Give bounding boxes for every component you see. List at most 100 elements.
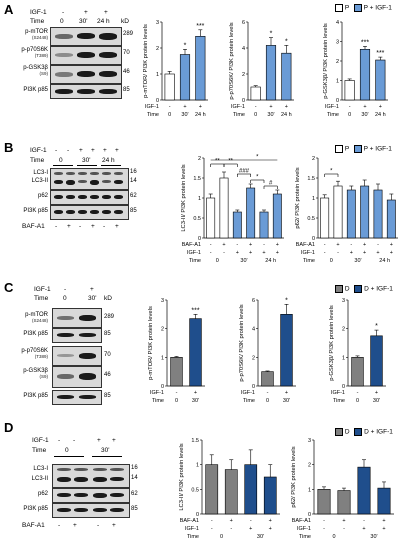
c1-xrow-label-0: IGF-1 [150,390,164,396]
d1-xrow-2-0: 0 [220,534,223,540]
d1-xrow-0-2: - [250,518,252,524]
a2-xrow-0-2: + [285,104,288,110]
d2-ytick-label-3: 3 [308,438,311,444]
b2-xrow-0-2: - [350,242,352,248]
d2-xrow-label-1: IGF-1 [297,526,311,532]
d2-ylabel: p62/ PI3K protein levels [291,446,297,507]
blot-c-label-0-text: p-mTOR [25,312,48,318]
blot-d-baf-label: BAF-A1 [22,522,45,529]
c3-xrow-0-1: + [375,390,378,396]
blot-d-strip-pi3k [52,503,130,518]
b2-xrow-0-0: - [324,242,326,248]
d2-xrow-2-1: 30' [370,534,377,540]
blot-a-label-0-sub: (S2448) [31,35,48,40]
chart-c3: 0 1 2 3 p-GSK3β/ PI3K protein levels * IGF-1 - +… [329,298,386,404]
blot-b-igf1-v0: - [55,147,58,154]
blot-c-strip-2 [52,346,102,366]
b1-ytick-label-2: 1 [198,196,201,202]
d1-xrow-1-3: + [269,526,272,532]
c1-xrow-0-1: + [194,390,197,396]
blot-a-strip-0 [50,27,122,46]
c2-xrow-label-1: Time [243,398,255,404]
legend-b: P P + IGF-1 [335,145,392,153]
blot-c-label-3-text: p-GSK3β [23,368,48,374]
chart-d2: 0 1 2 3 p62/ PI3K protein levels BAF-A1 - + - + IG… [291,438,394,540]
d2-bar-1 [337,490,351,515]
a3-xrow-0-0: - [349,104,351,110]
d1-ylabel: LC3-II/ PI3K protein levels [179,443,185,510]
b2-xrow-label-2: Time [303,258,315,264]
b1-bar-1 [219,177,229,239]
a3-xrow-1-1: 30' [361,112,368,118]
blot-b-baf-v2: - [79,223,82,230]
a1-xrow-0-1: + [183,104,186,110]
blot-d-time-v1: 30' [101,447,110,454]
legend-a: P P + IGF-1 [335,4,392,12]
blot-b-time-v0: 0 [59,157,63,164]
b1-bracket-sig-0: ** [215,159,220,165]
a3-bar-2 [375,59,386,101]
a3-sig-2: *** [376,50,384,57]
blot-b-kd-0: 16 [130,169,137,175]
blot-a-label-0-text: p-mTOR [25,29,48,35]
b1-ytick-label-4: 2 [198,156,201,162]
a1-ytick-label-0: 0 [156,98,159,104]
a1-ylabel: p-mTOR/ PI3K protein levels [143,24,149,98]
blot-panel-b: IGF-1 - - + + + + Time 0 30' 24 h LC3-I … [0,140,140,265]
d2-xrow-1-0: - [323,526,325,532]
blot-b-baf-label: BAF-A1 [22,223,45,230]
a1-xrow-label-1: Time [147,112,159,118]
blot-c-kd-header: kD [104,295,112,302]
b1-xrow-0-4: - [263,242,265,248]
b2-bar-0 [320,197,330,239]
blot-a-igf1-v0: - [62,9,65,16]
blot-b-label-2: p62 [37,193,48,199]
blot-c-strip-4 [52,390,102,405]
legend-d-label-0: D [344,428,350,436]
a2-ylabel: p-p70S6K/ PI3K protein levels [229,22,235,99]
b1-xrow-1-3: + [249,250,252,256]
blot-a-igf1-v1: + [84,9,88,16]
blot-a-strip-1 [50,46,122,65]
blot-b-kd-2: 62 [130,193,137,199]
a3-ytick-label-0: 0 [336,98,339,104]
legend-d-swatch-0 [335,428,343,436]
blot-c-igf1-v0: - [64,286,67,293]
blot-d-strip-lc3 [52,464,130,488]
b2-bar-2 [346,189,356,239]
blot-a-strip-2 [50,65,122,84]
b1-xrow-1-2: + [236,250,239,256]
b1-bracket-sig-1: ** [228,159,233,165]
b1-xrow-label-0: BAF-A1 [182,242,201,248]
blot-c-label-3-sub: (S9) [39,374,48,379]
blot-a-label-1: p-p70S6K (T389) [4,47,48,58]
c2-bar-1 [280,314,293,387]
blot-panel-c: IGF-1 - + Time 0 30' kD p-mTOR (S2448) 28… [0,280,130,420]
a3-bar-1 [359,48,371,101]
chart-d1: 0 0.5 1 1.5 LC3-II/ PI3K protein levels BAF-A… [179,438,280,540]
d1-bar-0 [205,464,219,515]
legend-b-label-1: P + IGF-1 [363,145,392,153]
blot-a-time-label: Time [30,18,45,25]
blot-a-label-3-text: PI3K p85 [23,87,48,93]
legend-d: D D + IGF-1 [335,428,393,436]
a3-ytick-label-4: 4 [336,20,339,26]
a1-xrow-1-1: 30' [181,112,188,118]
blot-c-label-3: p-GSK3β (S9) [4,368,48,379]
d1-xrow-0-1: + [230,518,233,524]
d2-xrow-2-0: 0 [332,534,335,540]
legend-d-swatch-1 [354,428,363,436]
b1-xrow-2-1: 30' [240,258,247,264]
b1-xrow-1-4: + [262,250,265,256]
blot-a-label-1-sub: (T389) [34,53,48,58]
c1-bar-0 [170,357,183,387]
legend-a-swatch-1 [353,4,362,12]
a3-sig-1: *** [361,39,369,46]
blot-c-igf1-label: IGF-1 [34,286,51,293]
c2-ytick-label-1: 2 [252,355,255,361]
c1-xrow-1-1: 30' [192,398,199,404]
b2-ytick-label-3: 1.5 [307,176,315,182]
c3-ytick-label-1: 1 [342,355,345,361]
a2-xrow-0-0: - [255,104,257,110]
d2-xrow-0-1: + [342,518,345,524]
